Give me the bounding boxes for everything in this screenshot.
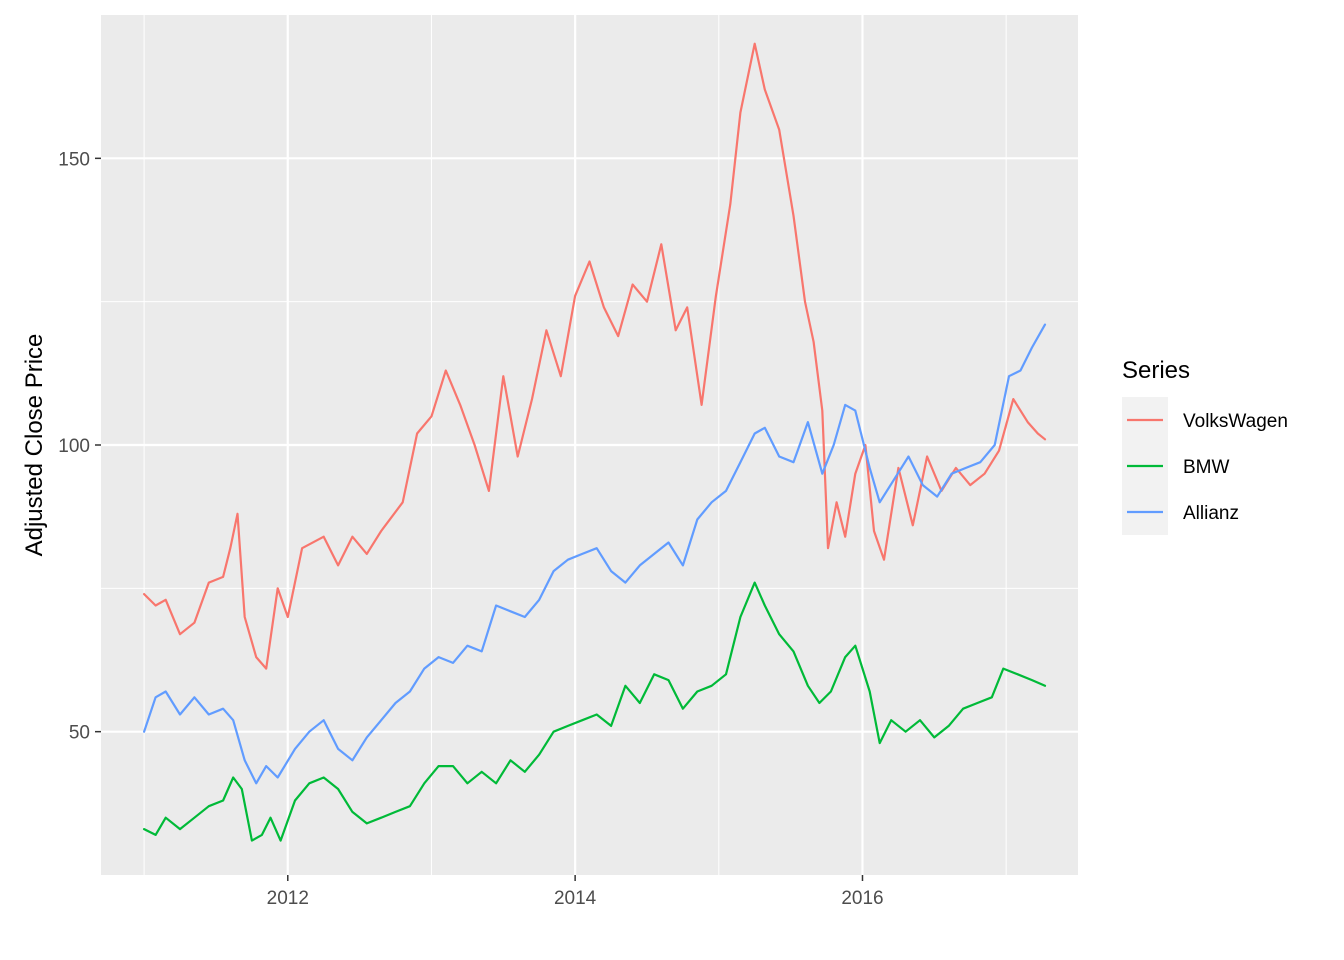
x-axis: 2012 2014 2016	[267, 875, 884, 909]
series-line-bmw	[143, 581, 1047, 842]
y-tick-label: 150	[58, 149, 90, 170]
legend: Series VolksWagen BMW Allianz	[1122, 357, 1288, 535]
y-axis: 50 100 150	[58, 149, 101, 744]
y-axis-title: Adjusted Close Price	[21, 334, 48, 557]
y-tick-label: 50	[69, 723, 90, 744]
legend-label-allianz: Allianz	[1183, 503, 1239, 524]
x-tick-label: 2016	[841, 888, 883, 909]
legend-title: Series	[1122, 357, 1190, 384]
x-tick-label: 2012	[267, 888, 309, 909]
legend-label-volkswagen: VolksWagen	[1183, 411, 1288, 432]
series-line-volkswagen	[143, 42, 1047, 670]
x-tick-label: 2014	[554, 888, 597, 909]
series-lines	[143, 42, 1047, 842]
major-gridlines	[101, 15, 1078, 875]
y-tick-label: 100	[58, 436, 90, 457]
series-line-allianz	[143, 323, 1047, 785]
legend-label-bmw: BMW	[1183, 457, 1230, 478]
